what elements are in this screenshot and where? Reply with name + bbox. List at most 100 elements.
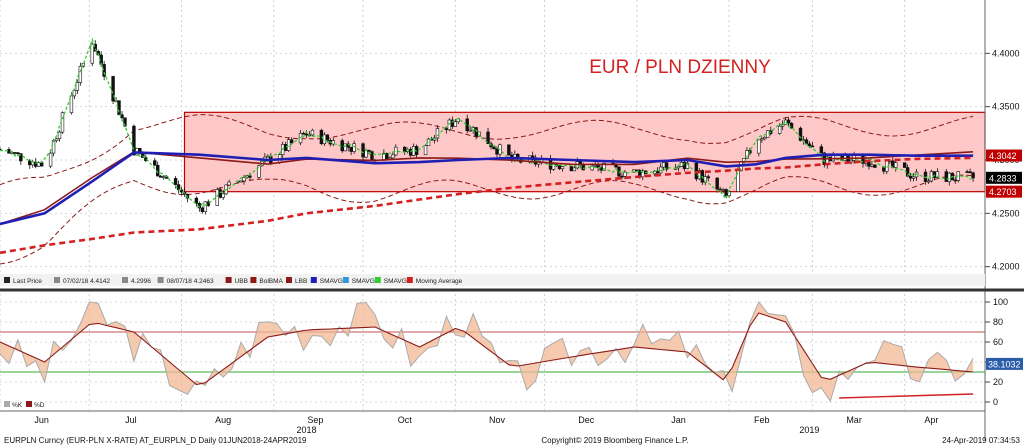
candle-body xyxy=(724,189,728,197)
month-label: Apr xyxy=(924,415,938,425)
candle-body xyxy=(882,167,886,172)
osc-legend-swatch xyxy=(26,401,32,407)
candle-body xyxy=(944,171,949,182)
candle-body xyxy=(721,189,725,191)
osc-value-label-box xyxy=(986,357,1023,370)
price-tick-label: 4.2000 xyxy=(992,262,1020,272)
candle-body xyxy=(215,189,219,206)
candle-body xyxy=(423,145,428,156)
candle-body xyxy=(391,154,395,159)
oscillator-panel: 10080604020038.1032 xyxy=(0,297,1023,407)
osc-legend-swatch xyxy=(4,401,10,407)
candle-body xyxy=(57,131,62,140)
legend-swatch xyxy=(286,277,292,283)
candle-body xyxy=(403,146,407,152)
candle-body xyxy=(203,201,208,212)
year-label: 2019 xyxy=(799,425,819,435)
candle-body xyxy=(807,143,812,147)
candle-body xyxy=(623,171,627,177)
candle-body xyxy=(200,207,205,212)
osc-tick-label: 0 xyxy=(993,397,998,407)
candle-body xyxy=(78,65,83,83)
candle-body xyxy=(394,146,398,156)
candle-body xyxy=(676,166,681,169)
legend-label: SMAVG xyxy=(320,278,343,285)
candle-body xyxy=(161,176,166,179)
legend-swatch xyxy=(310,277,317,283)
candle-body xyxy=(286,139,291,151)
month-label: Feb xyxy=(754,415,770,425)
osc-value-label-text: 38.1032 xyxy=(988,359,1021,369)
price-legend: Last Price 07/02/18 4.4142 4.2996 08/07/18 … xyxy=(0,274,985,286)
candle-body xyxy=(926,180,931,183)
footer-left: EURPLN Curncy (EUR-PLN X-RATE) AT_EURPLN… xyxy=(4,436,307,445)
oscillator-legend: %K %D xyxy=(4,401,45,409)
candle-body xyxy=(301,132,306,135)
candle-body xyxy=(75,82,80,91)
candle-body xyxy=(132,125,136,156)
candle-body xyxy=(39,162,44,167)
candle-body xyxy=(894,162,898,168)
candle-body xyxy=(492,146,496,150)
candle-body xyxy=(221,193,225,198)
candle-body xyxy=(54,138,59,141)
legend-swatch xyxy=(250,277,257,283)
x-axis-labels: Jun Jul Aug Sep Oct Nov Dec Jan Feb Mar Apr 2018 201… xyxy=(0,410,985,435)
candle-body xyxy=(968,171,972,174)
candle-body xyxy=(322,134,327,145)
candle-body xyxy=(16,152,20,154)
candle-body xyxy=(789,122,794,129)
candle-body xyxy=(718,188,722,191)
month-label: Mar xyxy=(846,415,862,425)
candle-body xyxy=(798,127,803,141)
candle-body xyxy=(349,146,353,152)
candle-body xyxy=(664,162,669,170)
legend-swatch xyxy=(54,277,60,283)
legend-bar xyxy=(0,274,985,286)
candle-body xyxy=(560,166,565,170)
candle-body xyxy=(173,178,178,185)
candle-body xyxy=(870,164,874,167)
value-label-box xyxy=(986,149,1022,162)
candle-body xyxy=(849,159,853,163)
candle-body xyxy=(715,177,719,190)
candle-body xyxy=(206,201,211,206)
candle-body xyxy=(757,139,761,154)
candle-body xyxy=(257,165,261,178)
candle-body xyxy=(158,175,163,178)
candle-body xyxy=(218,189,222,198)
year-label: 2018 xyxy=(296,425,316,435)
legend-swatch xyxy=(4,277,10,283)
candle-body xyxy=(766,130,770,138)
candle-body xyxy=(248,175,252,178)
legend-label: Moving Average xyxy=(416,278,463,285)
footer-right: 24-Apr-2019 07:34:53 xyxy=(942,436,1020,445)
candle-body xyxy=(593,165,597,167)
candle-body xyxy=(551,163,556,170)
candle-body xyxy=(411,146,416,156)
candle-body xyxy=(388,157,392,160)
candle-body xyxy=(694,162,699,180)
candle-body xyxy=(352,143,356,152)
value-label-box xyxy=(986,171,1022,184)
candle-body xyxy=(507,144,511,156)
value-label-text: 4.2833 xyxy=(989,173,1017,183)
candle-body xyxy=(810,145,815,148)
candle-body xyxy=(965,171,969,173)
osc-tick-label: 20 xyxy=(993,377,1003,387)
candle-body xyxy=(51,140,56,154)
osc-tick-label: 80 xyxy=(993,317,1003,327)
candle-body xyxy=(581,164,585,171)
legend-label: 08/07/18 4.2463 xyxy=(167,278,214,285)
candle-body xyxy=(474,127,478,137)
legend-label: Last Price xyxy=(13,278,42,285)
candle-body xyxy=(819,146,824,154)
candle-body xyxy=(325,134,330,141)
candle-body xyxy=(590,165,594,171)
price-tick-label: 4.2500 xyxy=(992,208,1020,218)
candle-body xyxy=(572,167,577,172)
candle-body xyxy=(486,131,490,144)
candle-body xyxy=(385,152,389,159)
candle-body xyxy=(361,143,365,158)
candle-body xyxy=(953,179,957,182)
